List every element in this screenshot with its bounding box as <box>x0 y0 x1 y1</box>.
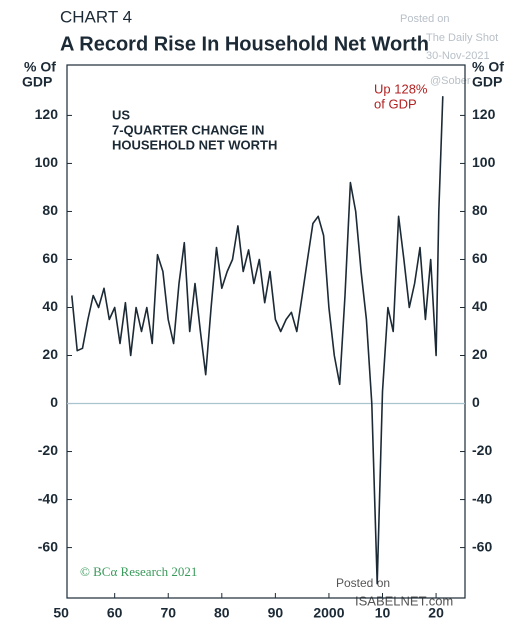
y2-tick-label: 20 <box>472 346 488 362</box>
x-tick-label: 20 <box>428 605 444 621</box>
y2-label: GDP <box>472 74 502 90</box>
x-tick-label: 50 <box>53 605 69 621</box>
chart-title: A Record Rise In Household Net Worth <box>60 33 429 55</box>
subtitle: HOUSEHOLD NET WORTH <box>112 137 277 152</box>
watermark: Posted on <box>336 576 390 590</box>
y-tick-label: -40 <box>38 490 58 506</box>
watermark: Posted on <box>400 13 450 25</box>
x-tick-label: 90 <box>268 605 284 621</box>
y2-tick-label: 80 <box>472 202 488 218</box>
y-tick-label: 120 <box>35 106 59 122</box>
x-tick-label: 70 <box>160 605 176 621</box>
annotation: of GDP <box>374 96 417 111</box>
subtitle: 7-QUARTER CHANGE IN <box>112 122 264 137</box>
watermark: 30-Nov-2021 <box>426 50 490 62</box>
annotation: Up 128% <box>374 81 428 96</box>
x-tick-label: 80 <box>214 605 230 621</box>
y-label: GDP <box>22 74 52 90</box>
y-tick-label: -60 <box>38 538 58 554</box>
x-tick-label: 60 <box>107 605 123 621</box>
x-tick-label: 10 <box>375 605 391 621</box>
data-line <box>71 96 444 585</box>
watermark: @Sober <box>430 75 471 87</box>
y2-tick-label: 120 <box>472 106 496 122</box>
y2-tick-label: -40 <box>472 490 492 506</box>
subtitle: US <box>112 107 130 122</box>
watermark: ISABELNET.com <box>355 593 453 608</box>
y2-tick-label: 0 <box>472 394 480 410</box>
y2-tick-label: 40 <box>472 298 488 314</box>
y2-label: % Of <box>472 59 504 75</box>
y-tick-label: -20 <box>38 442 58 458</box>
y-label: % Of <box>24 59 56 75</box>
y2-tick-label: -60 <box>472 538 492 554</box>
y-tick-label: 40 <box>42 298 58 314</box>
y2-tick-label: 60 <box>472 250 488 266</box>
credit: © BCα Research 2021 <box>80 564 197 579</box>
watermark: The Daily Shot <box>426 32 498 44</box>
y-tick-label: 80 <box>42 202 58 218</box>
y2-tick-label: 100 <box>472 154 496 170</box>
plot-frame <box>66 64 466 599</box>
y-tick-label: 0 <box>50 394 58 410</box>
y2-tick-label: -20 <box>472 442 492 458</box>
y-tick-label: 60 <box>42 250 58 266</box>
y-tick-label: 100 <box>35 154 59 170</box>
chart-kicker: CHART 4 <box>60 7 132 26</box>
y-tick-label: 20 <box>42 346 58 362</box>
x-tick-label: 2000 <box>313 605 344 621</box>
